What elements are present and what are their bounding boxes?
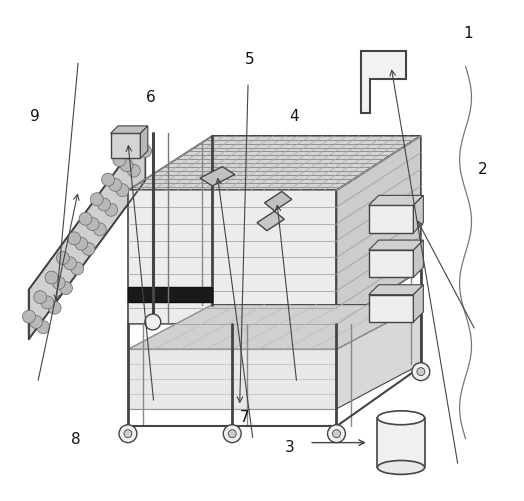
Polygon shape <box>413 240 423 278</box>
Circle shape <box>417 368 425 376</box>
Circle shape <box>119 425 137 443</box>
Text: 7: 7 <box>240 409 249 424</box>
Text: 2: 2 <box>478 161 488 176</box>
Text: 3: 3 <box>285 439 294 454</box>
Circle shape <box>132 140 144 153</box>
Polygon shape <box>111 134 140 159</box>
Circle shape <box>109 179 122 192</box>
Polygon shape <box>369 240 423 250</box>
Circle shape <box>37 321 50 334</box>
Circle shape <box>60 282 72 295</box>
Circle shape <box>223 425 241 443</box>
Polygon shape <box>369 196 423 206</box>
Text: 1: 1 <box>463 26 473 41</box>
Polygon shape <box>336 137 421 325</box>
Circle shape <box>82 243 95 256</box>
Circle shape <box>79 213 92 226</box>
Polygon shape <box>140 127 148 159</box>
Circle shape <box>228 430 236 438</box>
Circle shape <box>93 223 106 236</box>
Circle shape <box>102 174 115 187</box>
Polygon shape <box>200 167 235 186</box>
Polygon shape <box>128 191 336 325</box>
Circle shape <box>75 238 88 250</box>
Polygon shape <box>413 285 423 322</box>
Circle shape <box>105 204 117 217</box>
Circle shape <box>45 272 58 285</box>
Circle shape <box>90 193 103 206</box>
Polygon shape <box>111 127 148 134</box>
Polygon shape <box>128 288 212 303</box>
Polygon shape <box>265 192 292 211</box>
Circle shape <box>139 145 151 158</box>
Circle shape <box>68 232 81 245</box>
Polygon shape <box>257 212 285 231</box>
Polygon shape <box>369 285 423 295</box>
Polygon shape <box>369 250 413 278</box>
Polygon shape <box>369 295 413 322</box>
Circle shape <box>333 430 341 438</box>
Circle shape <box>124 430 132 438</box>
Circle shape <box>113 154 126 167</box>
Circle shape <box>48 302 61 315</box>
Polygon shape <box>128 305 421 350</box>
Circle shape <box>116 184 129 197</box>
Polygon shape <box>369 206 413 233</box>
Text: 8: 8 <box>71 431 81 446</box>
Circle shape <box>97 198 111 211</box>
Circle shape <box>127 165 140 178</box>
Polygon shape <box>128 350 336 409</box>
Text: 9: 9 <box>30 109 39 124</box>
Circle shape <box>71 263 84 276</box>
Circle shape <box>86 218 99 231</box>
Circle shape <box>120 159 133 172</box>
Circle shape <box>41 297 54 309</box>
Polygon shape <box>128 137 421 191</box>
Polygon shape <box>336 305 421 409</box>
Ellipse shape <box>377 460 424 474</box>
Ellipse shape <box>377 411 424 425</box>
Circle shape <box>124 135 137 148</box>
Circle shape <box>52 277 65 290</box>
Polygon shape <box>29 132 145 340</box>
Polygon shape <box>377 418 424 467</box>
Circle shape <box>23 311 35 324</box>
Circle shape <box>412 363 430 381</box>
Circle shape <box>30 316 42 329</box>
Circle shape <box>34 291 47 304</box>
Circle shape <box>63 258 77 270</box>
Polygon shape <box>413 196 423 233</box>
Polygon shape <box>361 52 406 114</box>
Text: 5: 5 <box>245 52 254 67</box>
Circle shape <box>57 252 69 265</box>
Text: 4: 4 <box>289 109 299 124</box>
Text: 6: 6 <box>146 89 155 104</box>
Circle shape <box>328 425 345 443</box>
Circle shape <box>145 315 161 330</box>
